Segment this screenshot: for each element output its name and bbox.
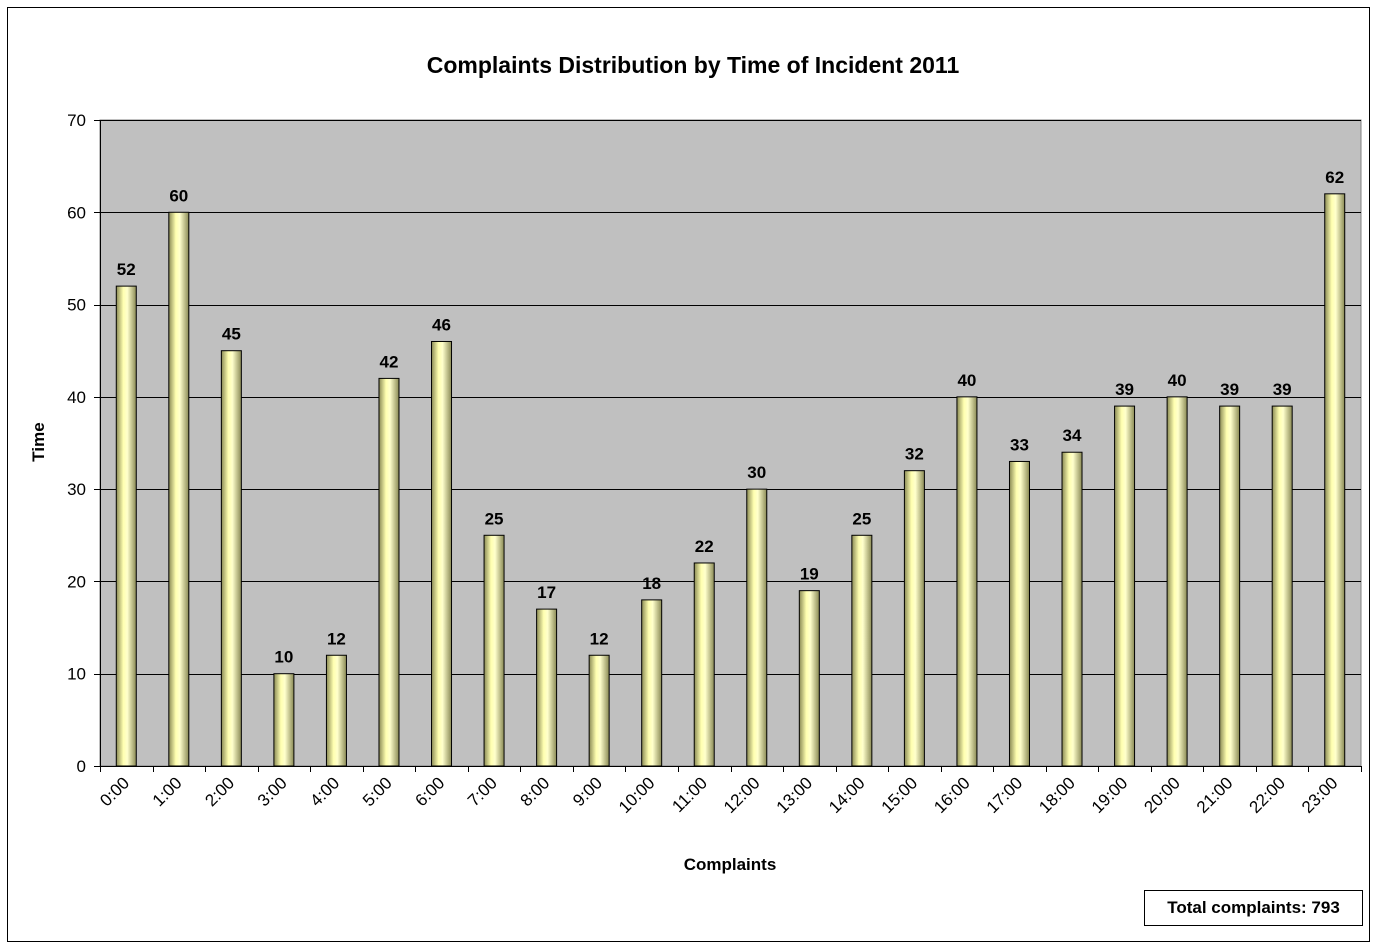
bar xyxy=(273,673,295,767)
x-tick-label: 12:00 xyxy=(720,773,764,817)
data-label: 22 xyxy=(695,537,714,556)
x-tick-label: 3:00 xyxy=(254,773,291,810)
axes-group xyxy=(94,120,1362,772)
x-tick-label: 23:00 xyxy=(1298,773,1342,817)
data-label: 32 xyxy=(905,445,924,464)
y-tick-label: 60 xyxy=(67,203,86,222)
data-label: 62 xyxy=(1325,168,1344,187)
bar xyxy=(1061,451,1083,767)
x-tick-label: 20:00 xyxy=(1140,773,1184,817)
data-label: 40 xyxy=(1168,371,1187,390)
bar xyxy=(1219,405,1241,767)
y-tick-label: 50 xyxy=(67,296,86,315)
bar xyxy=(431,340,453,767)
bar xyxy=(536,608,558,767)
bar xyxy=(378,377,400,767)
bars-group xyxy=(115,193,1346,767)
data-label: 25 xyxy=(485,509,504,528)
bar xyxy=(1008,460,1030,767)
bar xyxy=(851,534,873,767)
data-label: 12 xyxy=(327,629,346,648)
data-label: 30 xyxy=(747,463,766,482)
x-tick-label: 8:00 xyxy=(517,773,554,810)
bar xyxy=(1166,396,1188,767)
x-axis-label: Complaints xyxy=(684,855,777,874)
data-label: 42 xyxy=(380,352,399,371)
y-tick-label: 20 xyxy=(67,572,86,591)
data-label: 39 xyxy=(1220,380,1239,399)
x-tick-label: 11:00 xyxy=(668,773,711,816)
data-label: 39 xyxy=(1273,380,1292,399)
data-label: 60 xyxy=(169,186,188,205)
x-tick-label: 0:00 xyxy=(96,773,133,810)
bar xyxy=(325,654,347,767)
x-tick-label: 14:00 xyxy=(825,773,869,817)
data-labels: 52 60 45 10 12 42 46 25 17 12 18 22 30 19 25 32 40 33 34 39… xyxy=(117,168,1344,667)
gridlines xyxy=(100,120,1361,675)
y-tick-label: 30 xyxy=(67,480,86,499)
bar xyxy=(641,599,663,767)
x-tick-label: 22:00 xyxy=(1245,773,1289,817)
x-tick-label: 1:00 xyxy=(149,773,186,810)
data-label: 34 xyxy=(1063,426,1082,445)
x-tick-label: 15:00 xyxy=(878,773,922,817)
bar xyxy=(220,350,242,767)
total-complaints-box: Total complaints: 793 xyxy=(1144,890,1363,926)
data-label: 39 xyxy=(1115,380,1134,399)
chart-title: Complaints Distribution by Time of Incid… xyxy=(427,52,960,78)
bar xyxy=(168,211,190,767)
data-label: 40 xyxy=(957,371,976,390)
x-tick-label: 4:00 xyxy=(306,773,343,810)
plot-area xyxy=(99,119,1362,767)
bar xyxy=(1271,405,1293,767)
y-tick-label: 70 xyxy=(67,111,86,130)
data-label: 45 xyxy=(222,325,241,344)
bar xyxy=(1324,193,1346,767)
bar xyxy=(115,285,137,767)
data-label: 33 xyxy=(1010,435,1029,454)
x-tick-label: 2:00 xyxy=(201,773,238,810)
y-tick-label: 40 xyxy=(67,388,86,407)
data-label: 46 xyxy=(432,315,451,334)
x-tick-label: 7:00 xyxy=(464,773,501,810)
bar xyxy=(1114,405,1136,767)
bar xyxy=(903,470,925,767)
x-tick-label: 16:00 xyxy=(930,773,974,817)
bar xyxy=(746,488,768,767)
bar xyxy=(588,654,610,767)
x-tick-label: 13:00 xyxy=(773,773,817,817)
bar xyxy=(798,590,820,767)
data-label: 19 xyxy=(800,565,819,584)
data-label: 18 xyxy=(642,574,661,593)
bar xyxy=(483,534,505,767)
bar xyxy=(956,396,978,767)
y-tick-labels: 0 10 20 30 40 50 60 70 xyxy=(67,111,86,776)
x-tick-label: 18:00 xyxy=(1035,773,1079,817)
x-tick-label: 19:00 xyxy=(1088,773,1132,817)
x-tick-label: 17:00 xyxy=(983,773,1027,817)
data-label: 17 xyxy=(537,583,556,602)
data-label: 52 xyxy=(117,260,136,279)
x-tick-labels: 0:00 1:00 2:00 3:00 4:00 5:00 6:00 7:00 8:00 9:00… xyxy=(96,773,1341,817)
y-tick-label: 0 xyxy=(77,757,86,776)
x-tick-label: 9:00 xyxy=(569,773,606,810)
y-axis-label: Time xyxy=(29,422,48,461)
x-tick-label: 21:00 xyxy=(1193,773,1237,817)
bar xyxy=(693,562,715,767)
x-tick-label: 5:00 xyxy=(359,773,396,810)
x-tick-label: 10:00 xyxy=(615,773,659,817)
data-label: 10 xyxy=(274,648,293,667)
data-label: 25 xyxy=(852,509,871,528)
y-tick-label: 10 xyxy=(67,665,86,684)
data-label: 12 xyxy=(590,629,609,648)
x-tick-label: 6:00 xyxy=(412,773,449,810)
